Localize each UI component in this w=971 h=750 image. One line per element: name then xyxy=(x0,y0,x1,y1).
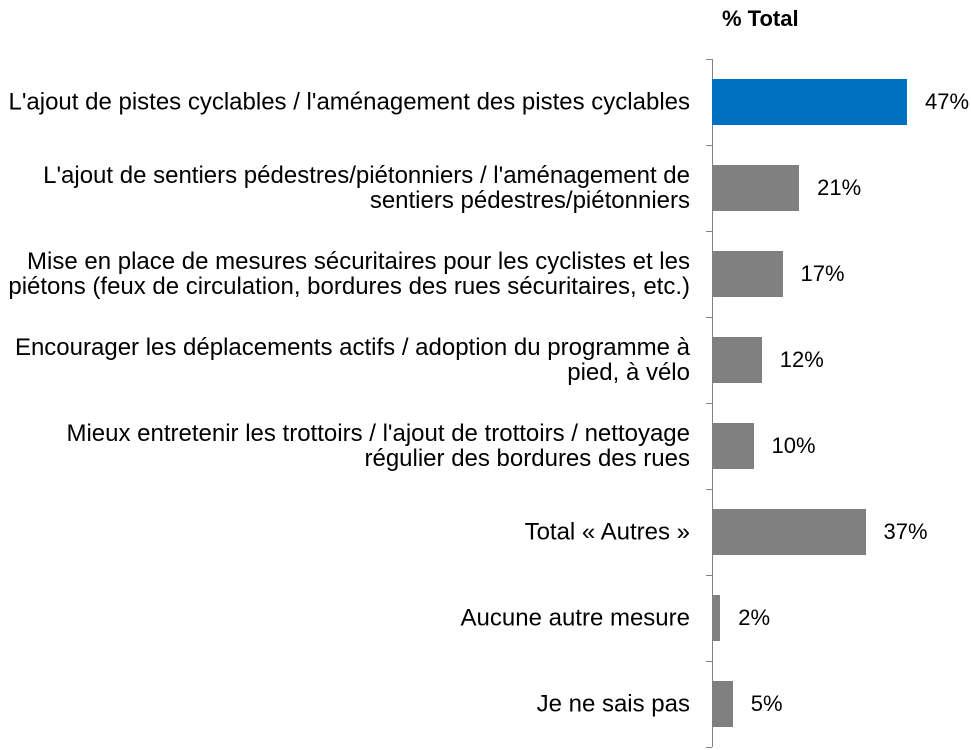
value-label: 10% xyxy=(771,433,816,458)
axis-tick xyxy=(706,59,712,60)
value-label: 17% xyxy=(800,261,845,286)
bar xyxy=(712,79,908,125)
axis-tick xyxy=(706,145,712,146)
axis-tick xyxy=(706,575,712,576)
value-label: 47% xyxy=(925,89,970,114)
value-label: 2% xyxy=(738,605,771,630)
bar xyxy=(712,165,800,211)
bar xyxy=(712,423,754,469)
category-label: Aucune autre mesure xyxy=(460,604,690,632)
bar xyxy=(712,251,783,297)
axis-tick xyxy=(706,661,712,662)
axis-tick xyxy=(706,317,712,318)
axis-tick xyxy=(706,747,712,748)
axis-tick xyxy=(706,231,712,232)
bar xyxy=(712,681,733,727)
header: % Total xyxy=(722,6,799,31)
bar xyxy=(712,509,866,555)
category-label: Encourager les déplacements actifs / ado… xyxy=(14,334,690,386)
bar xyxy=(712,595,721,641)
value-label: 21% xyxy=(817,175,862,200)
value-label: 12% xyxy=(779,347,824,372)
category-label: Mise en place de mesures sécuritaires po… xyxy=(8,248,690,300)
value-label: 5% xyxy=(750,691,783,716)
category-label: Total « Autres » xyxy=(524,518,690,546)
category-label: L'ajout de pistes cyclables / l'aménagem… xyxy=(8,88,690,116)
category-label: L'ajout de sentiers pédestres/piétonnier… xyxy=(43,162,690,214)
bar xyxy=(712,337,762,383)
axis-tick xyxy=(706,403,712,404)
axis-tick xyxy=(706,489,712,490)
category-label: Je ne sais pas xyxy=(536,690,690,718)
axis-line xyxy=(712,59,713,747)
category-label: Mieux entretenir les trottoirs / l'ajout… xyxy=(66,420,690,472)
value-label: 37% xyxy=(883,519,928,544)
